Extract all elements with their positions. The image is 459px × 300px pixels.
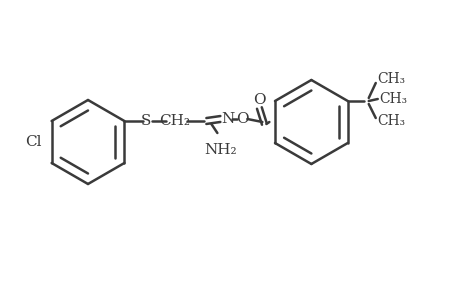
- Text: N: N: [221, 112, 235, 126]
- Text: CH₃: CH₃: [379, 92, 407, 106]
- Text: O: O: [252, 93, 265, 107]
- Text: O: O: [235, 112, 248, 126]
- Text: CH₃: CH₃: [377, 72, 405, 86]
- Text: CH₂: CH₂: [158, 114, 190, 128]
- Text: Cl: Cl: [25, 135, 42, 149]
- Text: CH₃: CH₃: [377, 114, 405, 128]
- Text: NH₂: NH₂: [204, 143, 236, 157]
- Text: S: S: [141, 114, 151, 128]
